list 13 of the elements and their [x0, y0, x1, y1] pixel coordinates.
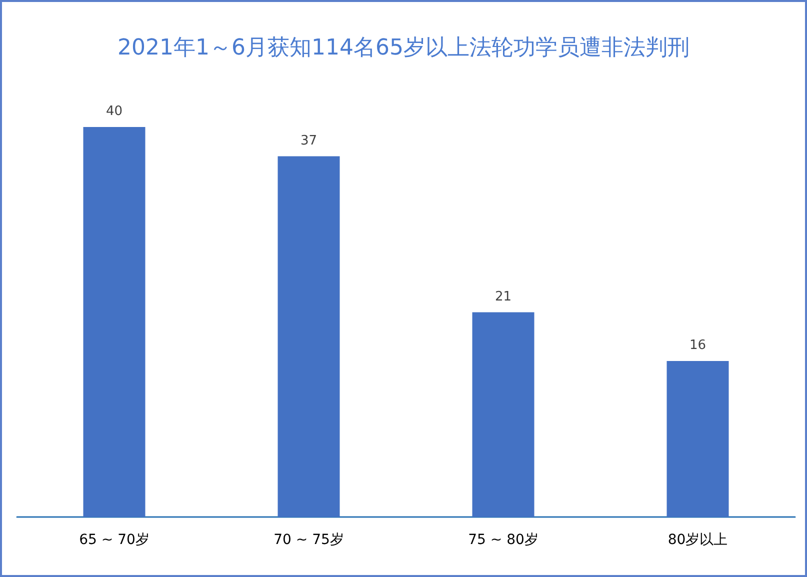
data-label: 40 [106, 104, 123, 119]
data-label: 37 [300, 133, 318, 148]
x-tick-label: 65 ~ 70岁 [79, 532, 150, 548]
x-tick-label: 75 ~ 80岁 [468, 532, 538, 548]
chart-title: 2021年1～6月获知114名65岁以上法轮功学员遭非法判刑 [118, 36, 690, 60]
data-label: 16 [689, 338, 706, 353]
data-label: 21 [494, 289, 512, 304]
bar [666, 361, 729, 517]
bar [278, 156, 340, 517]
bar [472, 312, 534, 517]
x-tick-label: 70 ~ 75岁 [274, 532, 344, 548]
x-tick-label: 80岁以上 [668, 532, 728, 548]
bar [83, 127, 146, 517]
